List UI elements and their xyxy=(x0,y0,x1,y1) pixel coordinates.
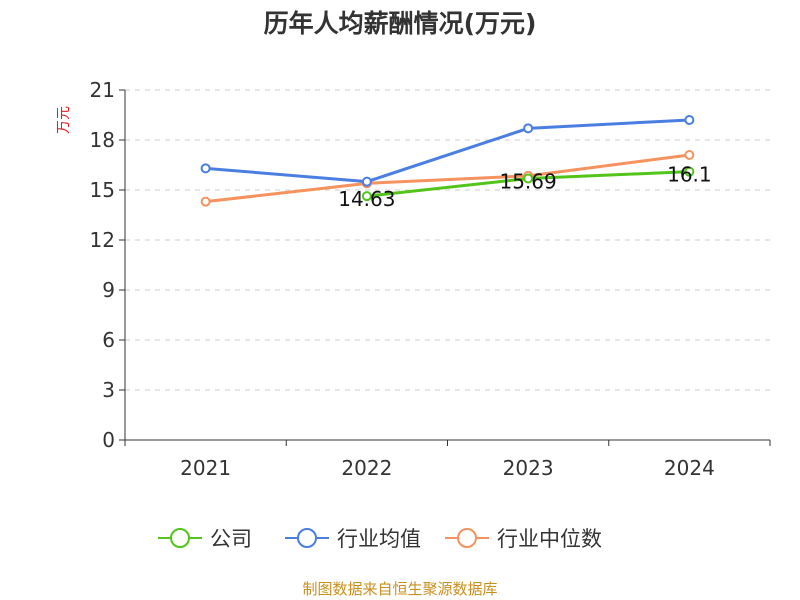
y-tick-label: 15 xyxy=(90,178,115,202)
chart-title: 历年人均薪酬情况(万元) xyxy=(263,9,537,38)
grid-lines xyxy=(125,89,770,391)
legend-marker xyxy=(170,528,190,548)
series-line xyxy=(204,118,691,184)
y-tick-label: 3 xyxy=(102,378,115,402)
y-tick-label: 12 xyxy=(90,228,115,252)
legend-marker xyxy=(297,528,317,548)
x-tick-label: 2022 xyxy=(341,456,392,480)
data-point xyxy=(361,176,372,187)
data-point xyxy=(684,115,695,125)
y-tick-label: 18 xyxy=(90,128,115,152)
x-tick-label: 2024 xyxy=(664,456,715,480)
legend-label: 行业中位数 xyxy=(497,527,602,551)
data-point xyxy=(523,123,534,134)
legend-marker xyxy=(457,528,477,548)
y-tick-label: 21 xyxy=(90,78,115,102)
series-line xyxy=(204,153,691,204)
data-point xyxy=(200,196,211,207)
series-lines xyxy=(200,115,695,207)
source-note: 制图数据来自恒生聚源数据库 xyxy=(302,580,498,598)
data-labels: 14.63 15.69 16.1 xyxy=(338,163,711,212)
y-axis-label: 万元 xyxy=(56,106,72,134)
legend: 公司 行业均值 行业中位数 xyxy=(158,527,602,551)
legend-item: 行业均值 xyxy=(285,527,421,551)
legend-item: 公司 xyxy=(158,527,252,551)
legend-item: 行业中位数 xyxy=(445,527,602,551)
data-point xyxy=(684,166,695,177)
data-point xyxy=(523,173,534,184)
data-label: 15.69 xyxy=(499,170,556,194)
legend-label: 公司 xyxy=(210,527,252,551)
x-tick-label: 2021 xyxy=(180,456,231,480)
data-label: 16.1 xyxy=(667,163,712,187)
data-point xyxy=(684,150,695,160)
data-label: 14.63 xyxy=(338,187,395,211)
legend-label: 行业均值 xyxy=(337,527,421,551)
y-tick-label: 9 xyxy=(102,278,115,302)
data-point xyxy=(200,163,211,174)
data-point xyxy=(361,191,372,202)
axes: 0 3 6 9 12 15 18 21 万元 2021 2022 2023 2024 xyxy=(56,78,771,480)
x-tick-label: 2023 xyxy=(503,456,554,480)
y-tick-label: 0 xyxy=(102,428,115,452)
y-tick-label: 6 xyxy=(102,328,115,352)
